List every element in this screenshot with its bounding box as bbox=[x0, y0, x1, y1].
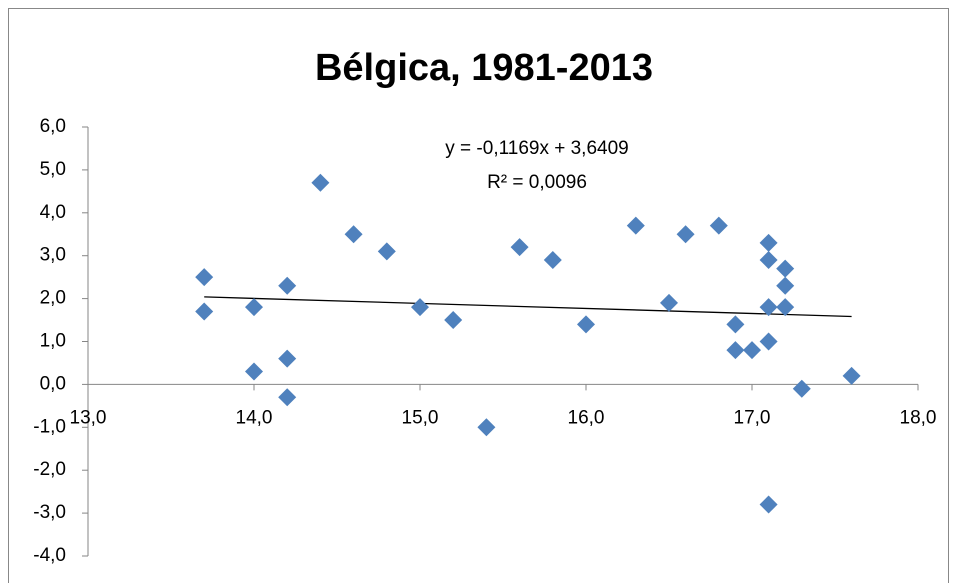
x-tick-label: 17,0 bbox=[734, 407, 771, 428]
point bbox=[626, 216, 645, 235]
point bbox=[676, 225, 695, 244]
y-tick-label: 5,0 bbox=[40, 159, 66, 180]
y-tick-label: 2,0 bbox=[40, 288, 66, 309]
point bbox=[776, 259, 795, 278]
point bbox=[577, 315, 595, 334]
chart-title: Bélgica, 1981-2013 bbox=[315, 47, 653, 89]
x-tick-label: 13,0 bbox=[70, 407, 107, 428]
trendline-r2: R² = 0,0096 bbox=[487, 172, 587, 193]
point bbox=[245, 298, 263, 317]
point bbox=[377, 242, 396, 261]
point bbox=[759, 332, 778, 351]
point bbox=[792, 379, 811, 398]
point bbox=[842, 366, 861, 385]
point bbox=[411, 298, 429, 317]
chart-border bbox=[8, 8, 949, 583]
y-tick-label: 1,0 bbox=[40, 331, 66, 352]
point bbox=[477, 418, 496, 437]
x-tick-label: 15,0 bbox=[402, 407, 439, 428]
point bbox=[743, 341, 761, 360]
point bbox=[195, 268, 214, 287]
y-tick-label: -3,0 bbox=[33, 502, 66, 523]
trendline bbox=[204, 296, 852, 318]
point bbox=[776, 298, 795, 317]
point bbox=[759, 250, 778, 269]
y-tick-label: 4,0 bbox=[40, 202, 66, 223]
point bbox=[543, 250, 562, 269]
point bbox=[776, 276, 795, 295]
y-tick-label: -1,0 bbox=[33, 416, 66, 437]
point bbox=[278, 349, 297, 368]
point bbox=[278, 276, 297, 295]
trendline-equation: y = -0,1169x + 3,6409 bbox=[445, 138, 628, 159]
point bbox=[444, 311, 463, 330]
x-tick-label: 14,0 bbox=[236, 407, 273, 428]
point bbox=[759, 495, 778, 514]
point bbox=[759, 233, 778, 252]
point bbox=[344, 225, 363, 244]
point bbox=[245, 362, 263, 381]
point bbox=[660, 293, 678, 312]
point bbox=[726, 315, 745, 334]
point bbox=[311, 173, 330, 192]
point bbox=[709, 216, 728, 235]
point bbox=[195, 302, 214, 321]
point bbox=[759, 298, 778, 317]
y-tick-label: -4,0 bbox=[33, 545, 66, 566]
x-tick-label: 16,0 bbox=[568, 407, 605, 428]
point bbox=[726, 341, 745, 360]
y-tick-label: 6,0 bbox=[40, 116, 66, 137]
y-tick-label: 0,0 bbox=[40, 373, 66, 394]
y-tick-label: 3,0 bbox=[40, 245, 66, 266]
point bbox=[510, 238, 529, 257]
point bbox=[278, 388, 297, 407]
y-tick-label: -2,0 bbox=[33, 459, 66, 480]
x-tick-label: 18,0 bbox=[900, 407, 937, 428]
